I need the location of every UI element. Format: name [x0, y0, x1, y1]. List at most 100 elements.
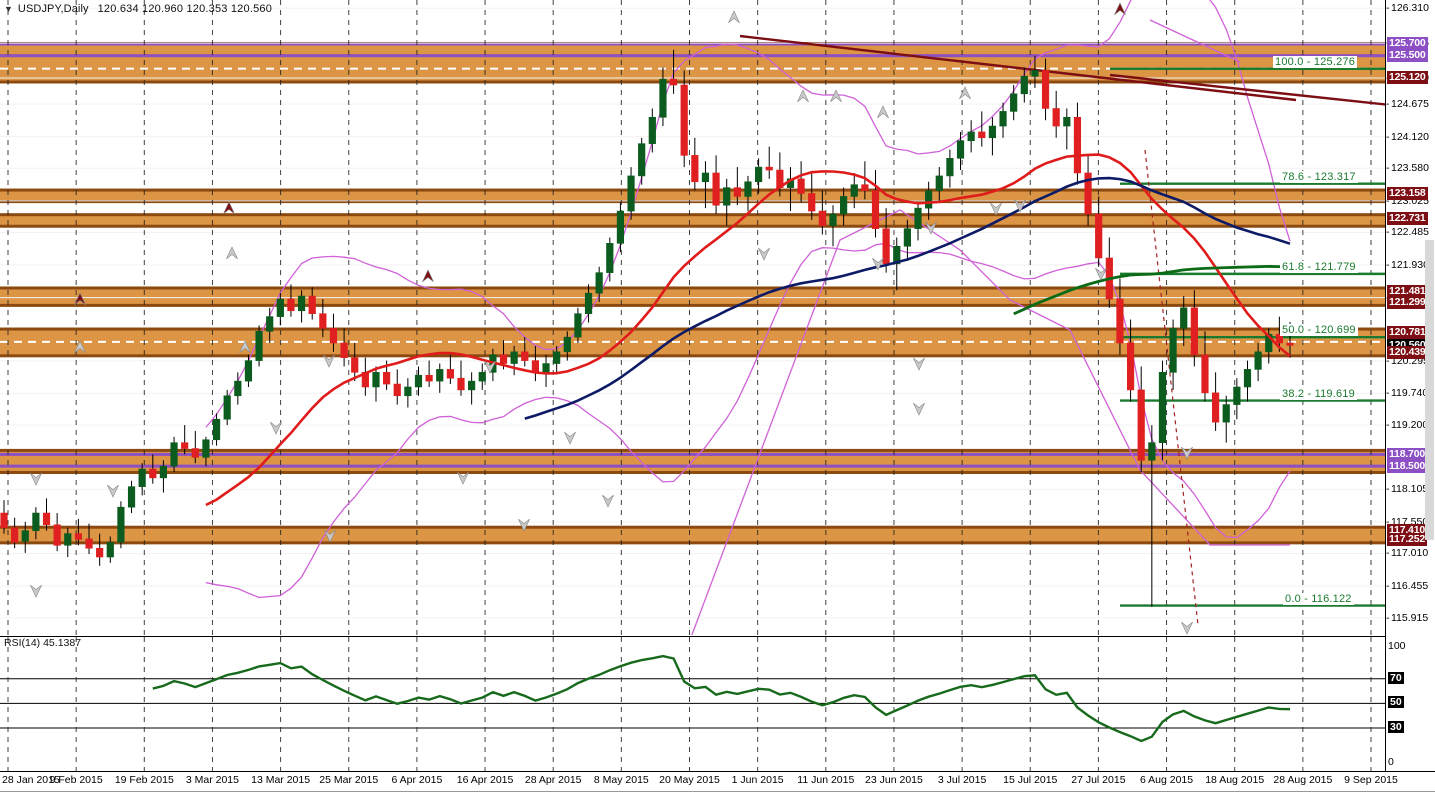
price-level-label[interactable]: 121.481	[1387, 284, 1428, 298]
trendline-descending-2	[1109, 73, 1385, 106]
price-tick: -119.200	[1386, 419, 1429, 432]
pivot-line	[0, 42, 1385, 46]
date-axis-rule	[0, 791, 1435, 792]
rsi-level-label: 30	[1388, 721, 1404, 734]
price-tick: -124.120	[1386, 130, 1429, 143]
arrow-up-icon	[74, 340, 86, 354]
arrow-down-icon	[1095, 267, 1107, 281]
arrow-up-icon	[74, 292, 86, 306]
ohlc-values: 120.634 120.960 120.353 120.560	[97, 3, 273, 15]
date-tick: 11 Jun 2015	[797, 774, 855, 786]
arrow-down-icon	[913, 357, 925, 371]
arrow-up-icon	[959, 86, 971, 100]
date-tick: 27 Jul 2015	[1071, 774, 1126, 786]
date-tick: 1 Jun 2015	[731, 774, 784, 786]
price-level-label[interactable]: 125.500	[1387, 49, 1428, 63]
price-level-label[interactable]: 121.299	[1387, 295, 1428, 309]
price-level-label[interactable]: 120.439	[1387, 345, 1428, 359]
pivot-line	[0, 452, 1385, 456]
arrow-down-icon	[270, 421, 282, 435]
price-chart-pane[interactable]	[0, 0, 1385, 635]
arrow-up-icon	[830, 89, 842, 103]
arrow-down-icon	[925, 221, 937, 235]
arrow-up-icon	[223, 201, 235, 215]
price-tick: -121.930	[1386, 259, 1429, 272]
arrow-down-icon	[30, 584, 42, 598]
price-tick: -118.105	[1386, 483, 1429, 496]
symbol-timeframe-label: USDJPY,Daily	[17, 3, 89, 15]
arrow-down-icon	[1181, 446, 1193, 460]
magenta-channel	[691, 209, 1290, 635]
bollinger-upper	[205, 0, 1291, 428]
arrow-down-icon	[564, 431, 576, 445]
date-tick: 8 May 2015	[593, 774, 649, 786]
rsi-level-label: 50	[1388, 696, 1404, 709]
arrow-down-icon	[872, 257, 884, 271]
price-level-label[interactable]: 123.158	[1387, 186, 1428, 200]
price-axis[interactable]: -126.310-125.715-125.120-124.675-124.120…	[1385, 0, 1435, 771]
date-tick: 28 Apr 2015	[524, 774, 582, 786]
date-tick: 28 Aug 2015	[1273, 774, 1333, 786]
price-tick: -117.010	[1386, 547, 1429, 560]
magenta-channel-2	[1149, 19, 1241, 63]
price-level-label[interactable]: 118.500	[1387, 459, 1427, 473]
vertical-scrollbar[interactable]	[1425, 240, 1434, 540]
price-level-label[interactable]: 118.700	[1387, 447, 1427, 461]
fib-level-label: 78.6 - 123.317	[1280, 170, 1358, 183]
date-tick: 9 Sep 2015	[1344, 774, 1398, 786]
moving-average-mid	[524, 176, 1291, 420]
rsi-level-label: 70	[1388, 671, 1404, 684]
arrow-down-icon	[30, 472, 42, 486]
date-tick: 16 Apr 2015	[456, 774, 514, 786]
fib-level-label: 61.8 - 121.779	[1280, 260, 1358, 273]
date-tick: 25 Mar 2015	[319, 774, 379, 786]
arrow-down-icon	[990, 202, 1002, 216]
arrow-down-icon	[107, 484, 119, 498]
date-axis[interactable]: 28 Jan 2015 9 Feb 2015 19 Feb 2015 3 Mar 20…	[0, 771, 1435, 793]
price-tick: -119.740	[1386, 387, 1429, 400]
date-tick: 23 Jun 2015	[865, 774, 923, 786]
arrow-up-icon	[877, 105, 889, 119]
arrow-up-icon	[1114, 2, 1126, 16]
fib-level-label: 50.0 - 120.699	[1280, 324, 1358, 337]
price-tick: -115.915	[1386, 611, 1429, 624]
arrow-down-icon	[758, 247, 770, 261]
date-tick: 6 Aug 2015	[1139, 774, 1194, 786]
price-tick: -122.485	[1386, 226, 1429, 239]
price-level-label[interactable]: 125.700	[1387, 37, 1428, 51]
date-tick: 6 Apr 2015	[391, 774, 443, 786]
candlestick-series	[0, 49, 1294, 607]
price-level-label[interactable]: 117.252	[1387, 532, 1427, 546]
arrow-up-icon	[422, 269, 434, 283]
price-tick: -123.580	[1386, 162, 1429, 175]
arrow-up-icon	[728, 10, 740, 24]
supply-demand-zone	[0, 41, 1385, 84]
arrow-down-icon	[1181, 621, 1193, 635]
arrow-down-icon	[324, 529, 336, 543]
price-tick: -116.455	[1386, 580, 1429, 593]
rsi-axis-tick: 0	[1388, 756, 1394, 768]
triangle-down-icon[interactable]: ▼	[4, 4, 13, 14]
price-level-label[interactable]: 120.781	[1387, 325, 1428, 339]
date-tick: 19 Feb 2015	[114, 774, 174, 786]
arrow-up-icon	[226, 246, 238, 260]
supply-demand-zone	[0, 286, 1385, 307]
arrow-down-icon	[913, 402, 925, 416]
arrow-down-icon	[1014, 199, 1026, 213]
arrow-down-icon	[518, 518, 530, 532]
fib-level-label: 100.0 - 125.276	[1273, 55, 1358, 68]
price-level-label[interactable]: 122.731	[1387, 211, 1428, 225]
date-tick: 20 May 2015	[659, 774, 720, 786]
arrow-up-icon	[239, 340, 251, 354]
rsi-svg	[0, 637, 1385, 771]
date-tick: 3 Jul 2015	[937, 774, 987, 786]
date-tick: 28 Jan 2015	[2, 774, 60, 786]
supply-demand-zone	[0, 213, 1385, 228]
date-tick: 15 Jul 2015	[1003, 774, 1058, 786]
price-level-label[interactable]: 125.120	[1387, 71, 1428, 85]
arrow-down-icon	[457, 471, 469, 485]
rsi-pane[interactable]	[0, 636, 1385, 772]
arrow-down-icon	[323, 354, 335, 368]
price-chart-svg	[0, 0, 1385, 635]
